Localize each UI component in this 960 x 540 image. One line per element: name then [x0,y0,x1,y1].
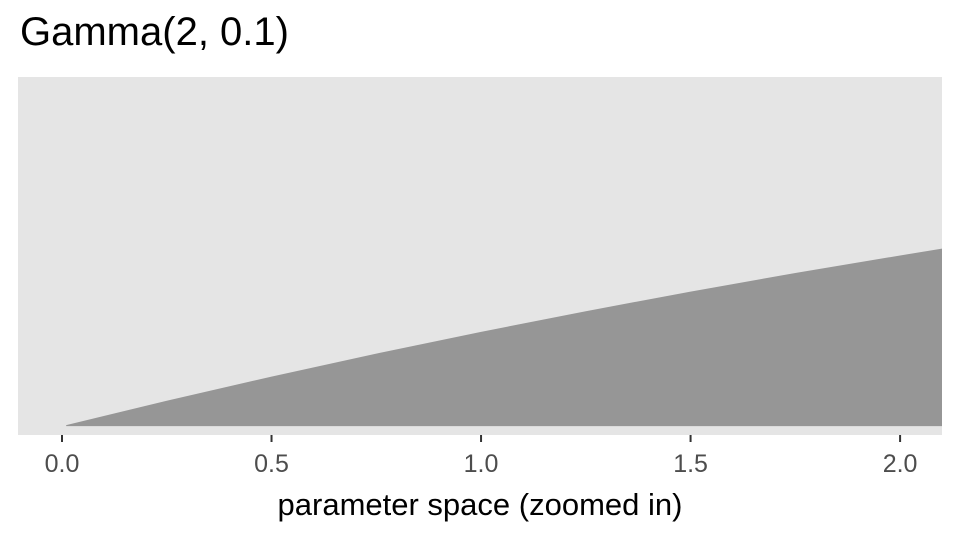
x-axis: 0.0 0.5 1.0 1.5 2.0 [45,435,918,478]
chart-title: Gamma(2, 0.1) [20,10,289,54]
x-axis-label: parameter space (zoomed in) [278,487,683,522]
x-tick-label: 1.0 [464,450,499,478]
x-tick-label: 1.5 [673,450,708,478]
x-tick-label: 2.0 [883,450,918,478]
x-tick-label: 0.0 [45,450,80,478]
x-tick-label: 0.5 [254,450,289,478]
density-area [66,248,942,427]
